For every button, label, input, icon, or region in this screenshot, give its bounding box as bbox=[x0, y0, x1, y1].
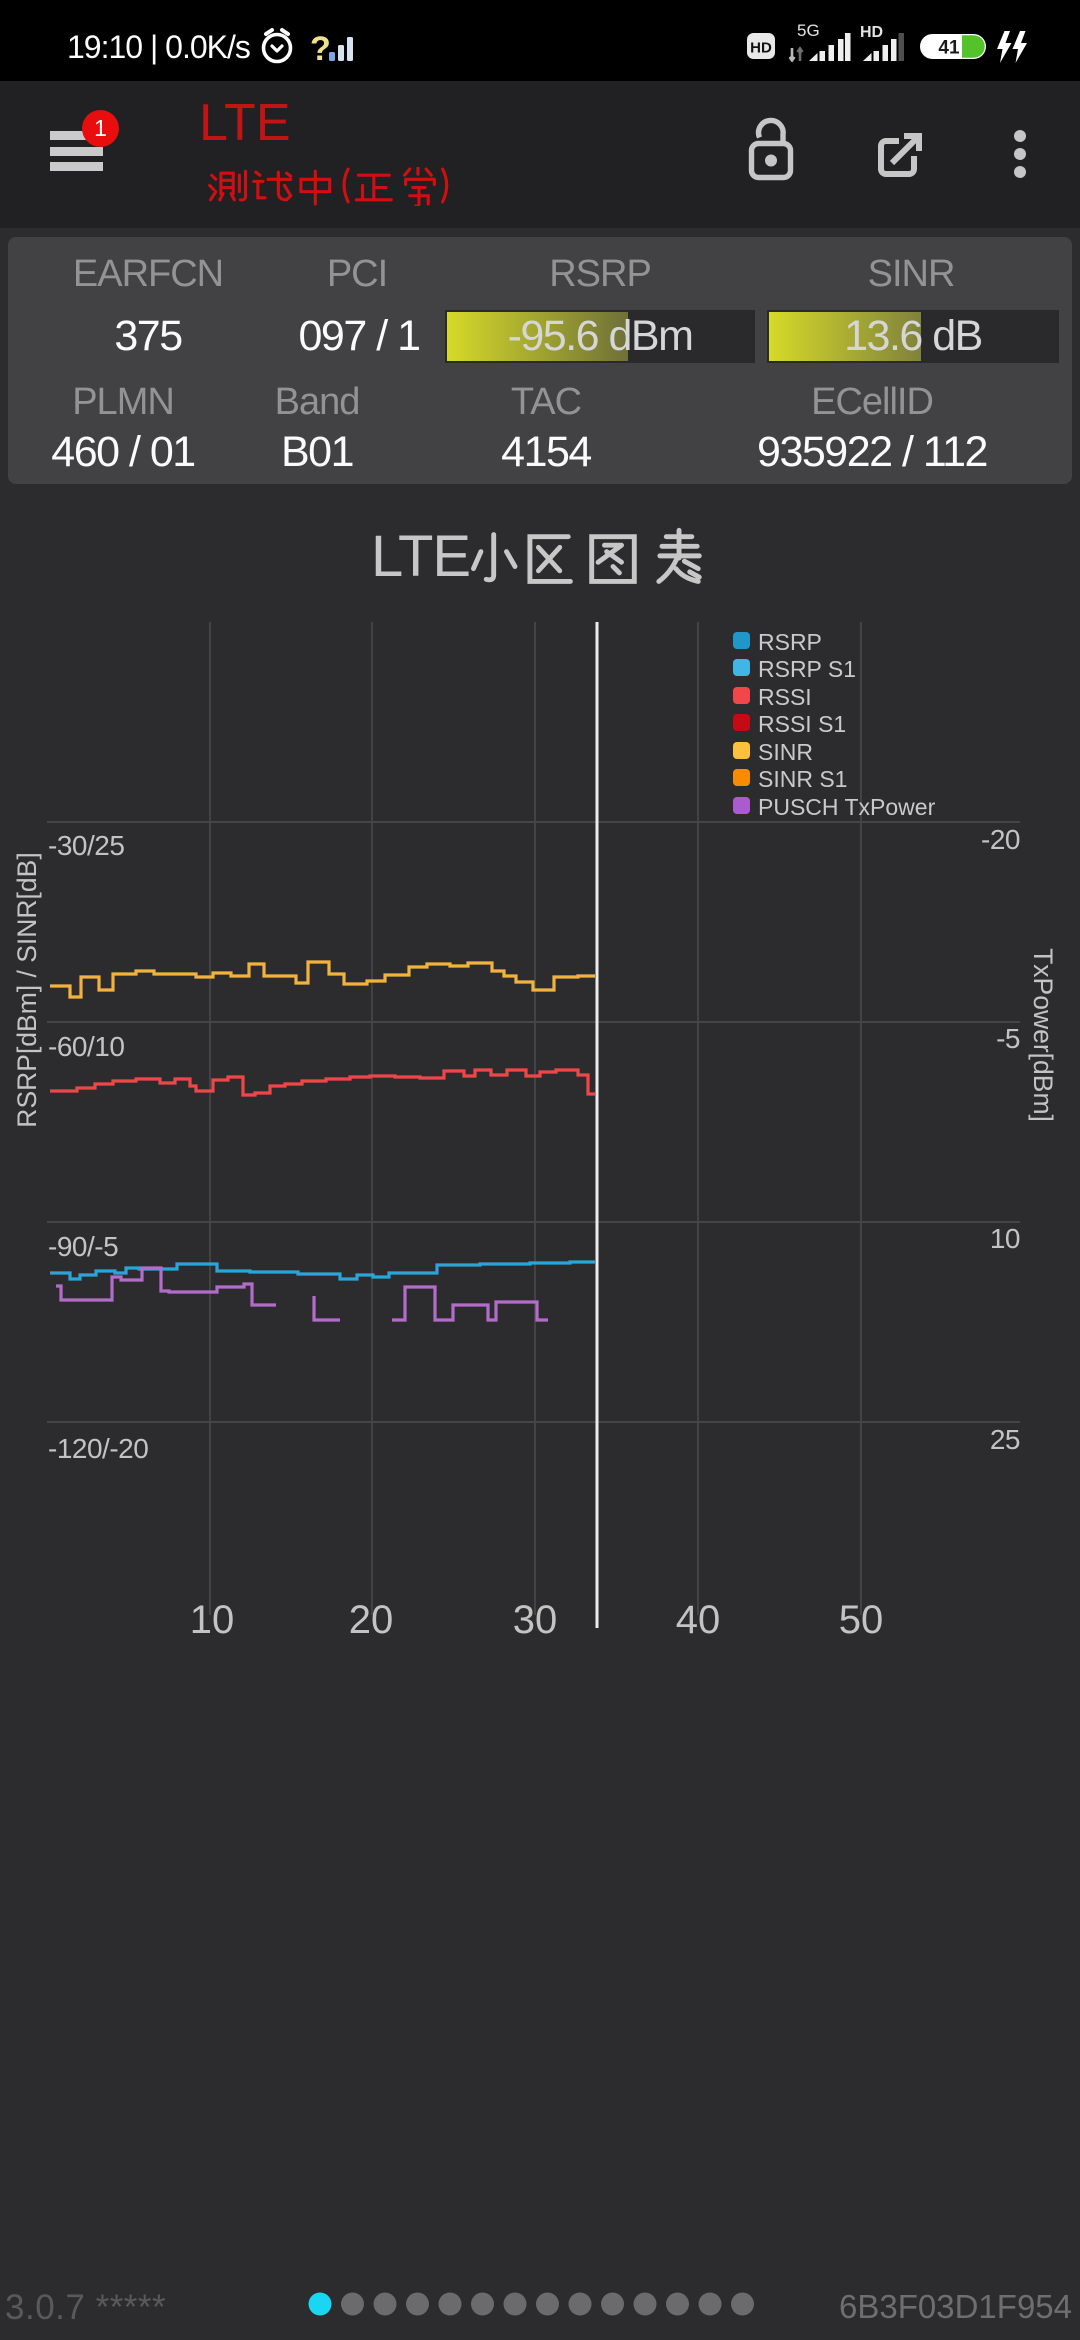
svg-text:25: 25 bbox=[990, 1424, 1020, 1455]
svg-text:40: 40 bbox=[676, 1598, 721, 1642]
svg-text:HD: HD bbox=[750, 40, 772, 57]
svg-text:RSSI S1: RSSI S1 bbox=[758, 711, 846, 737]
svg-text:TxPower[dBm]: TxPower[dBm] bbox=[1028, 948, 1058, 1122]
svg-text:-120/-20: -120/-20 bbox=[48, 1433, 148, 1464]
svg-text:SINR: SINR bbox=[758, 739, 813, 765]
svg-text:RSRP[dBm] / SINR[dB]: RSRP[dBm] / SINR[dB] bbox=[12, 852, 42, 1127]
svg-text:SINR S1: SINR S1 bbox=[758, 766, 847, 792]
svg-text:41: 41 bbox=[938, 38, 960, 59]
svg-text:-90/-5: -90/-5 bbox=[48, 1231, 118, 1262]
svg-text:RSRP S1: RSRP S1 bbox=[758, 656, 856, 682]
svg-text:10: 10 bbox=[190, 1598, 235, 1642]
svg-text:RSRP: RSRP bbox=[758, 629, 822, 655]
svg-text:20: 20 bbox=[349, 1598, 394, 1642]
svg-text:-5: -5 bbox=[996, 1023, 1020, 1054]
svg-text:RSSI: RSSI bbox=[758, 684, 812, 710]
svg-text:30: 30 bbox=[513, 1598, 558, 1642]
svg-text:-20: -20 bbox=[981, 824, 1020, 855]
svg-text:-60/10: -60/10 bbox=[48, 1031, 124, 1062]
svg-text:PUSCH TxPower: PUSCH TxPower bbox=[758, 794, 936, 820]
svg-text:10: 10 bbox=[990, 1223, 1020, 1254]
svg-text:-30/25: -30/25 bbox=[48, 830, 124, 861]
svg-text:50: 50 bbox=[839, 1598, 884, 1642]
